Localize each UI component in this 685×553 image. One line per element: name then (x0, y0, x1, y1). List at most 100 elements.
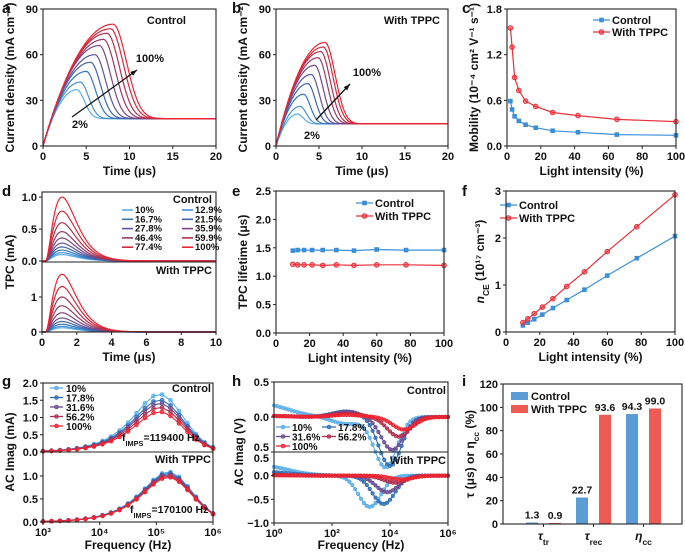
y-tick-label: 1.0 (23, 471, 38, 483)
x-tick-label: 80 (404, 338, 416, 350)
data-point (319, 262, 326, 269)
y-tick-label: 0 (492, 519, 498, 531)
x-tick-label: 10⁰ (266, 528, 283, 540)
category-label: τrec (585, 529, 603, 547)
data-point (604, 273, 610, 278)
data-point (125, 429, 131, 434)
arrow-head-icon (343, 84, 350, 91)
data-point (533, 125, 539, 131)
bar-value-label: 1.3 (525, 509, 540, 521)
legend-label: 16.7% (135, 214, 162, 225)
data-point (370, 442, 375, 447)
y-tick-label: −1.0 (247, 518, 269, 530)
x-tick-label: 60 (601, 337, 613, 349)
data-point (370, 421, 375, 426)
x-axis-label: Light intensity (%) (540, 164, 644, 178)
annotation: With TPPC (156, 265, 212, 277)
arrow-start-label: 2% (72, 119, 88, 131)
y-tick-label: 3 (495, 186, 501, 198)
y-tick-label: 0.5 (254, 377, 269, 389)
data-point (403, 262, 409, 268)
bar-value-label: 94.3 (622, 401, 643, 413)
tpc-curve (42, 242, 216, 262)
data-point (370, 503, 375, 508)
data-point (549, 109, 556, 116)
data-point (100, 441, 105, 447)
panel-label-f: f (462, 183, 468, 200)
x-tick-label: 20 (442, 151, 454, 163)
legend-label: 59.9% (195, 233, 222, 244)
bar (599, 414, 611, 524)
y-axis-label: AC Imag (V) (232, 418, 246, 486)
data-point (142, 401, 148, 406)
legend-marker (54, 395, 59, 400)
data-point (344, 477, 349, 482)
data-point (614, 132, 620, 137)
data-point (301, 262, 307, 268)
tpc-curve (42, 273, 216, 333)
y-tick-label: 60 (486, 449, 498, 461)
data-point (522, 98, 529, 104)
data-point (334, 247, 339, 253)
label-part: f (122, 432, 126, 444)
x-tick-label: 10 (356, 151, 368, 163)
data-point (176, 408, 182, 414)
data-point (301, 247, 307, 253)
y-tick-label: 0 (495, 327, 501, 339)
y-tick-label: 2.0 (23, 378, 38, 390)
y-tick-label: 30 (26, 95, 38, 107)
legend-label: 10% (292, 423, 312, 434)
data-point (151, 406, 156, 411)
panel-label-d: d (2, 183, 11, 200)
data-point (91, 444, 97, 449)
x-tick-label: 40 (568, 151, 580, 163)
data-point (367, 435, 372, 440)
bar-value-label: 22.7 (572, 485, 593, 497)
data-point (74, 446, 80, 452)
data-point (379, 420, 384, 425)
x-tick-label: 80 (635, 337, 647, 349)
data-point (550, 295, 556, 302)
label-part: n (473, 296, 487, 303)
x-tick-label: 100 (435, 338, 453, 350)
label-part: η (635, 529, 642, 543)
annotation: Control (173, 194, 212, 206)
data-point (333, 262, 340, 268)
data-point (390, 493, 395, 498)
y-tick-label: 1.0 (256, 271, 271, 283)
data-point (399, 433, 404, 439)
data-point (361, 479, 366, 484)
data-point (309, 247, 315, 253)
label-part: τ (538, 529, 544, 543)
x-tick-label: 0 (504, 151, 510, 163)
data-point (382, 457, 387, 462)
data-point (379, 492, 384, 497)
label-part: IMPS (126, 439, 144, 448)
y-tick-label: 1.2 (487, 50, 502, 62)
data-point (582, 287, 587, 292)
x-tick-label: 10⁴ (91, 527, 109, 539)
bar (649, 408, 661, 524)
data-point (531, 310, 538, 317)
y-tick-label: −0.5 (247, 494, 269, 506)
tpc-curve (42, 231, 216, 262)
data-point (390, 462, 395, 467)
y-tick-label: 1.5 (23, 395, 38, 407)
data-point (193, 497, 199, 502)
series-line (522, 235, 676, 326)
data-point (168, 413, 173, 419)
tpc-curve (42, 237, 216, 262)
data-point (100, 513, 105, 519)
x-tick-label: 60 (371, 338, 383, 350)
label-part: (10¹⁷ cm⁻³) (473, 220, 487, 285)
label-part: CE (481, 284, 491, 296)
x-tick-label: 10 (210, 337, 222, 349)
y-tick-label: 0 (31, 327, 37, 339)
data-point (525, 316, 531, 322)
data-point (376, 443, 381, 448)
y-tick-label: 1 (31, 292, 37, 304)
y-axis-label: nCE (10¹⁷ cm⁻³) (473, 220, 491, 304)
data-point (511, 74, 518, 81)
y-tick-label: 0.5 (23, 494, 38, 506)
